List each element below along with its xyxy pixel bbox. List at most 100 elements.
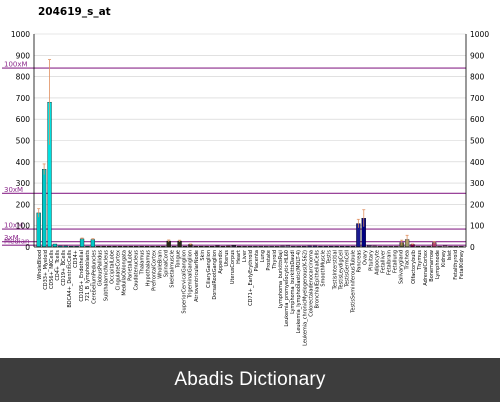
x-tick-label: Placenta	[254, 250, 260, 272]
x-tick-label: SubthalamicNucleus	[103, 250, 109, 301]
x-tick-label: Fetallung	[393, 250, 399, 273]
x-tick-label: WholeBrain	[158, 250, 164, 279]
x-tick-label: MedullaOblongata	[121, 250, 127, 296]
x-tick-label: Uterus	[224, 250, 230, 267]
x-tick-label: Caudatenucleus	[133, 250, 139, 291]
bar	[90, 239, 96, 248]
x-tick-label: FetalKidney	[459, 250, 465, 279]
x-tick-label: CD4+_Tcells	[55, 250, 61, 281]
y-tick-label-left: 200	[16, 200, 31, 209]
y-tick-label-left: 0	[25, 243, 30, 252]
reference-line-label: 30xM	[4, 186, 23, 194]
x-tick-label: Adipocyte	[375, 250, 381, 275]
chart-title: 204619_s_at	[38, 6, 111, 18]
x-tick-label: Olfactorybulb	[411, 250, 417, 284]
x-tick-label: Testis	[326, 250, 332, 265]
x-tick-label: 721_B_lymphoblasts	[85, 250, 91, 302]
x-tick-label: Heart	[236, 250, 242, 264]
y-tick-label-right: 700	[470, 94, 485, 103]
x-tick-label: Lymphnode	[435, 250, 441, 279]
bar	[42, 169, 47, 248]
x-tick-label: Appendix	[218, 250, 224, 274]
x-tick-label: Thalamus	[139, 250, 145, 276]
x-tick-label: CingulateCortex	[115, 250, 121, 290]
reference-line-label: 100xM	[4, 61, 28, 69]
x-tick-label: CD19+_BCells	[61, 250, 67, 286]
reference-line-label: 10xM	[4, 222, 23, 230]
x-tick-label: BronchialEpithelialCells	[314, 250, 320, 309]
x-tick-label: AtrioventricularNode	[194, 250, 200, 302]
x-tick-label: Kidney	[441, 250, 447, 267]
x-tick-label: Liver	[242, 249, 248, 262]
bar	[36, 212, 41, 248]
y-tick-label-left: 100	[16, 222, 31, 231]
x-tick-label: SpinalCord	[164, 250, 170, 277]
footer-banner: Abadis Dictionary	[0, 358, 500, 402]
x-tick-label: Leukemia_promyelocytic-HL60	[284, 250, 290, 327]
x-tick-label: UterusCorpus	[230, 250, 236, 284]
y-tick-label-left: 800	[16, 73, 31, 82]
y-tick-label-right: 200	[470, 200, 485, 209]
x-tick-label: CD105+_Endothelial	[79, 250, 85, 302]
reference-line-label: 3xM	[4, 234, 19, 242]
x-tick-label: Fetalbrain	[387, 250, 393, 275]
x-tick-label: CD56+_NKCells	[49, 250, 55, 289]
x-tick-label: GlobusPallidus	[97, 250, 103, 287]
y-tick-label-left: 300	[16, 179, 31, 188]
x-tick-label: Lymphoma_burkittsDaudi	[290, 250, 296, 314]
x-tick-label: Pancreas	[357, 250, 363, 273]
x-tick-label: Salivarygland	[399, 250, 405, 284]
x-tick-label: Leukemia_chronicMyelogenous(K-562)	[302, 250, 308, 346]
bar	[52, 243, 58, 248]
x-tick-label: Lung	[260, 250, 266, 262]
x-tick-label: PrefrontalCortex	[152, 250, 158, 291]
x-tick-label: Thyroid	[272, 250, 278, 270]
x-tick-label: SmoothMuscle	[320, 250, 326, 287]
x-tick-label: Fetalliver	[381, 249, 387, 273]
x-tick-label: Tongue	[176, 250, 182, 269]
x-tick-label: ParietalLobe	[127, 250, 133, 281]
x-tick-label: TestisLeydigCell	[338, 250, 344, 291]
x-tick-label: Prostate	[266, 250, 272, 271]
x-tick-label: TestisInterstitial	[332, 250, 338, 290]
x-tick-label: Pituitary	[369, 250, 375, 271]
axes: 0 0 100 100 200 200 300 300 400 400 500 500 600 600 70…	[11, 30, 489, 252]
y-tick-label-right: 600	[470, 115, 485, 124]
x-tick-label: Bonemarrow	[429, 250, 435, 282]
x-tick-label: AdrenalCortex	[423, 250, 429, 286]
y-tick-label-left: 600	[16, 115, 31, 124]
x-tick-label: Skin	[200, 250, 206, 261]
y-tick-label-right: 900	[470, 51, 485, 60]
y-tick-label-left: 700	[16, 94, 31, 103]
x-tick-label: Colorectaladenocarcinoma	[308, 250, 314, 317]
y-tick-label-right: 800	[470, 73, 485, 82]
x-tick-label: Thymus	[417, 250, 423, 271]
x-tick-label: TrigeminalGanglion	[188, 250, 194, 299]
x-tick-label: CD33+_Myeloid	[43, 250, 49, 290]
x-tick-label: WholeBlood	[37, 250, 43, 280]
y-tick-label-right: 400	[470, 158, 485, 167]
bar	[79, 238, 85, 248]
bar	[177, 240, 182, 248]
y-tick-label-right: 0	[470, 243, 475, 252]
x-tick-label: Ovary	[363, 250, 369, 265]
x-tick-label: Lymphoma_burkittsRaji	[278, 250, 284, 308]
y-tick-label-left: 900	[16, 51, 31, 60]
x-tick-label: SuperiorCervicalGanglion	[182, 250, 188, 314]
x-tick-label: CerebellumPeduncles	[91, 250, 97, 304]
y-tick-label-left: 500	[16, 137, 31, 146]
x-tick-label: Leukemia_lymphoblastic(MOLT-4)	[296, 250, 302, 333]
x-tick-label: TestisSeminiferousTubule	[350, 250, 356, 314]
x-tick-label: Trachea	[405, 250, 411, 271]
x-tick-label: BDCA4+_DentriticCells	[67, 250, 73, 308]
y-tick-label-left: 1000	[11, 30, 30, 39]
reference-line-label: Median	[4, 238, 29, 246]
x-tick-labels: WholeBlood CD33+_Myeloid CD56+_NKCells CD4+…	[37, 249, 465, 346]
x-tick-label: CD34+	[73, 250, 79, 268]
x-tick-label: DorsalRootGanglion	[212, 250, 218, 300]
x-tick-label: Islet	[447, 250, 453, 261]
bars	[36, 59, 464, 248]
y-tick-label-right: 100	[470, 222, 485, 231]
